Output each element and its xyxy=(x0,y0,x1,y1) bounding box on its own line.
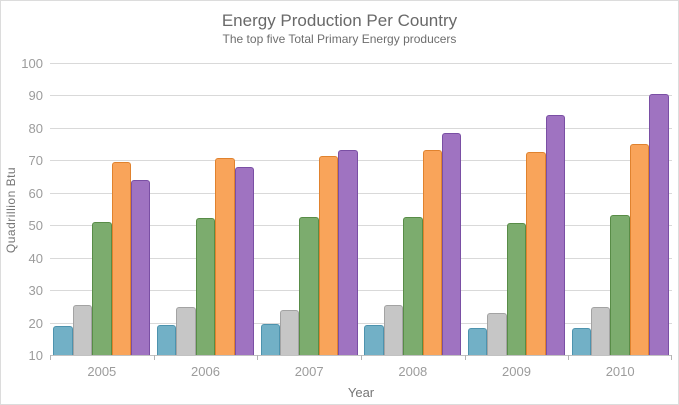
bar-series-5-purple-2009[interactable] xyxy=(545,114,565,355)
bar-series-5-purple-2010[interactable] xyxy=(649,93,669,355)
x-axis-tick xyxy=(671,355,672,360)
x-tick-label-2010: 2010 xyxy=(605,364,635,379)
x-tick-label-2005: 2005 xyxy=(87,364,117,379)
y-tick-label-80: 80 xyxy=(28,120,43,136)
gridline-y-90 xyxy=(50,95,672,97)
bar-series-5-purple-2005[interactable] xyxy=(130,180,151,355)
bar-series-5-purple-2007[interactable] xyxy=(338,149,358,355)
x-axis-tick xyxy=(464,355,466,360)
x-tick-label-2009: 2009 xyxy=(502,364,531,379)
bar-group-2009 xyxy=(465,63,569,355)
y-tick-label-60: 60 xyxy=(28,185,43,201)
y-tick-label-90: 90 xyxy=(28,88,43,104)
y-tick-label-70: 70 xyxy=(28,153,43,169)
x-tick-label-2007: 2007 xyxy=(294,364,324,379)
bar-series-3-green-2010[interactable] xyxy=(610,214,630,355)
bar-series-1-blue-2007[interactable] xyxy=(260,323,281,355)
bar-series-4-orange-2006[interactable] xyxy=(215,158,235,355)
bar-series-3-green-2009[interactable] xyxy=(506,223,527,355)
y-tick-label-100: 100 xyxy=(21,56,43,71)
bar-series-2-silver-2005[interactable] xyxy=(72,305,93,355)
bar-series-2-silver-2007[interactable] xyxy=(280,310,300,355)
bar-series-1-blue-2005[interactable] xyxy=(53,325,73,355)
bar-series-5-purple-2008[interactable] xyxy=(441,133,462,355)
gridline-y-100 xyxy=(50,63,672,64)
bar-series-1-blue-2010[interactable] xyxy=(571,327,592,355)
bar-series-2-silver-2006[interactable] xyxy=(176,307,196,355)
bar-series-1-blue-2008[interactable] xyxy=(364,325,384,355)
x-axis-tick xyxy=(568,355,570,360)
x-tick-label-2006: 2006 xyxy=(191,364,220,379)
chart-subtitle: The top five Total Primary Energy produc… xyxy=(222,32,457,46)
bar-series-2-silver-2009[interactable] xyxy=(487,313,507,355)
gridline-y-70 xyxy=(50,160,672,162)
bar-series-4-orange-2009[interactable] xyxy=(526,151,546,355)
bar-series-4-orange-2007[interactable] xyxy=(318,155,339,355)
y-tick-label-10: 10 xyxy=(28,348,43,363)
bar-series-3-green-2006[interactable] xyxy=(195,218,216,355)
bar-series-3-green-2005[interactable] xyxy=(92,221,112,355)
bar-series-1-blue-2006[interactable] xyxy=(157,324,177,355)
plot-area: 10 20 30 40 50 60 70 80 90 100 2005 2006 2007 2008 200… xyxy=(21,57,672,379)
bar-series-2-silver-2010[interactable] xyxy=(591,306,611,355)
gridline-y-80 xyxy=(50,127,672,129)
bar-group-2006 xyxy=(154,63,258,355)
chart-title: Energy Production Per Country xyxy=(221,11,458,30)
y-tick-label-50: 50 xyxy=(28,218,43,234)
y-tick-label-40: 40 xyxy=(28,250,43,266)
x-axis-tick xyxy=(257,355,259,360)
gridline-y-60 xyxy=(50,192,672,194)
bar-series-5-purple-2006[interactable] xyxy=(234,166,254,355)
bar-series-4-orange-2010[interactable] xyxy=(629,144,650,355)
y-tick-label-20: 20 xyxy=(28,315,43,331)
y-tick-label-30: 30 xyxy=(28,283,43,299)
bar-group-2008 xyxy=(361,63,465,355)
bar-series-3-green-2007[interactable] xyxy=(299,216,319,355)
bar-series-2-silver-2008[interactable] xyxy=(383,305,404,355)
x-axis-tick xyxy=(153,355,155,360)
gridline-y-20 xyxy=(50,322,672,324)
x-axis-tick xyxy=(361,355,362,360)
bar-series-4-orange-2005[interactable] xyxy=(111,162,131,355)
bar-group-2005 xyxy=(50,63,154,355)
x-axis-title: Year xyxy=(347,385,375,400)
bar-group-2010 xyxy=(568,63,672,355)
gridline-y-30 xyxy=(50,290,672,292)
gridline-y-50 xyxy=(50,225,672,227)
bar-series-4-orange-2008[interactable] xyxy=(422,149,442,355)
bar-series-1-blue-2009[interactable] xyxy=(468,328,488,355)
x-axis-tick xyxy=(50,355,51,360)
bar-series-3-green-2008[interactable] xyxy=(403,216,423,355)
bar-group-2007 xyxy=(257,63,361,355)
gridline-y-40 xyxy=(50,257,672,259)
x-tick-label-2008: 2008 xyxy=(398,364,428,379)
